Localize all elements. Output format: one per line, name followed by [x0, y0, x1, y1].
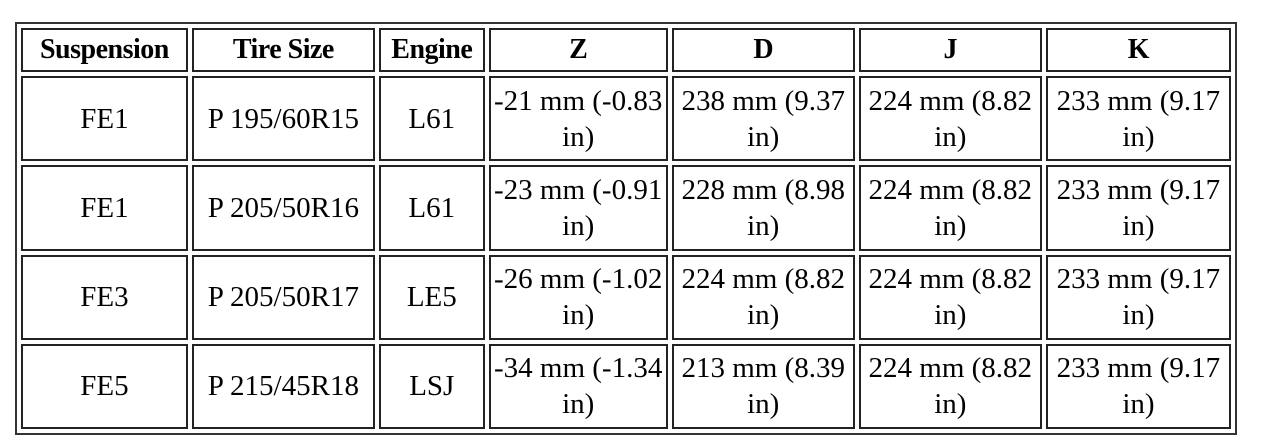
table-cell: -23 mm (-0.91 in)	[488, 165, 668, 251]
table-cell: FE3	[21, 254, 188, 340]
table-cell: FE1	[21, 165, 188, 251]
table-cell: L61	[378, 165, 485, 251]
table-cell: FE5	[21, 343, 188, 429]
table-cell: 224 mm (8.82 in)	[671, 254, 855, 340]
table-row: FE3 P 205/50R17 LE5 -26 mm (-1.02 in) 224 mm…	[21, 254, 1231, 340]
header-cell: J	[858, 28, 1042, 72]
table-cell: L61	[378, 76, 485, 162]
header-cell: K	[1045, 28, 1231, 72]
table-cell: 224 mm (8.82 in)	[858, 254, 1042, 340]
table-cell: 228 mm (8.98 in)	[671, 165, 855, 251]
table-row: FE1 P 205/50R16 L61 -23 mm (-0.91 in) 228 mm…	[21, 165, 1231, 251]
table-cell: 233 mm (9.17 in)	[1045, 343, 1231, 429]
header-cell: Suspension	[21, 28, 188, 72]
header-cell: Engine	[378, 28, 485, 72]
table-cell: LSJ	[378, 343, 485, 429]
table-body: FE1 P 195/60R15 L61 -21 mm (-0.83 in) 238 mm…	[21, 76, 1231, 429]
table-cell: -26 mm (-1.02 in)	[488, 254, 668, 340]
header-cell: Z	[488, 28, 668, 72]
table-head: Suspension Tire Size Engine Z D J K	[21, 28, 1231, 72]
table-cell: 224 mm (8.82 in)	[858, 76, 1042, 162]
table-cell: 233 mm (9.17 in)	[1045, 76, 1231, 162]
header-row: Suspension Tire Size Engine Z D J K	[21, 28, 1231, 72]
table-cell: 224 mm (8.82 in)	[858, 165, 1042, 251]
table-cell: -21 mm (-0.83 in)	[488, 76, 668, 162]
table-row: FE1 P 195/60R15 L61 -21 mm (-0.83 in) 238 mm…	[21, 76, 1231, 162]
table-row: FE5 P 215/45R18 LSJ -34 mm (-1.34 in) 213 mm…	[21, 343, 1231, 429]
table-cell: P 205/50R17	[191, 254, 375, 340]
spec-table: Suspension Tire Size Engine Z D J K FE1 P 195/6…	[15, 22, 1237, 435]
header-cell: D	[671, 28, 855, 72]
table-cell: 213 mm (8.39 in)	[671, 343, 855, 429]
table-cell: P 205/50R16	[191, 165, 375, 251]
table-cell: 224 mm (8.82 in)	[858, 343, 1042, 429]
table-cell: LE5	[378, 254, 485, 340]
table-cell: P 215/45R18	[191, 343, 375, 429]
table-cell: 238 mm (9.37 in)	[671, 76, 855, 162]
table-cell: FE1	[21, 76, 188, 162]
table-cell: -34 mm (-1.34 in)	[488, 343, 668, 429]
table-cell: 233 mm (9.17 in)	[1045, 254, 1231, 340]
table-cell: 233 mm (9.17 in)	[1045, 165, 1231, 251]
header-cell: Tire Size	[191, 28, 375, 72]
table-cell: P 195/60R15	[191, 76, 375, 162]
